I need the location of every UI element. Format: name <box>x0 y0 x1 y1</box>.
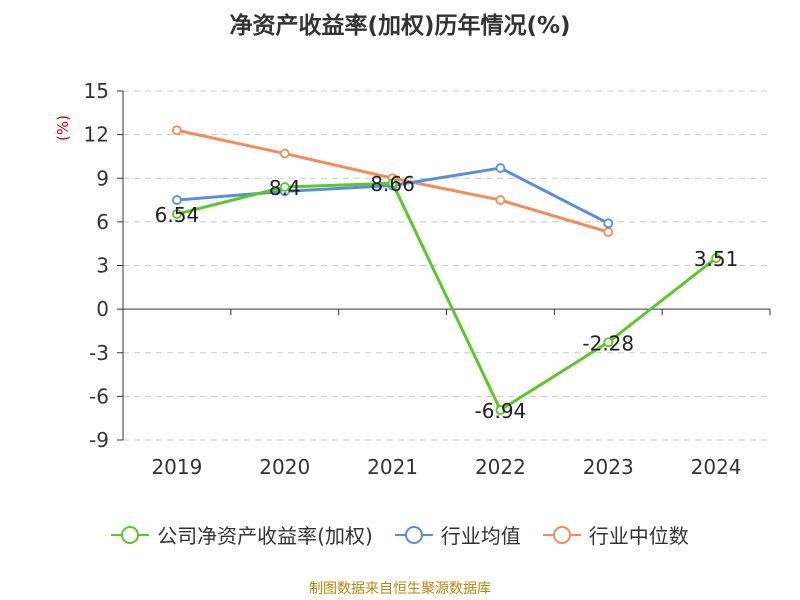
x-tick-label: 2020 <box>259 455 310 479</box>
data-label: 6.54 <box>155 203 200 227</box>
data-label: 3.51 <box>694 247 739 271</box>
x-tick-label: 2021 <box>367 455 418 479</box>
x-tick-label: 2022 <box>475 455 526 479</box>
series-line <box>176 181 718 412</box>
data-point <box>279 182 290 192</box>
data-point <box>495 405 506 415</box>
y-tick-label: 0 <box>96 297 109 321</box>
legend-swatch-icon <box>394 525 433 545</box>
x-tick-label: 2024 <box>691 455 742 479</box>
legend-item[interactable]: 行业均值 <box>394 520 521 549</box>
data-label: -6.94 <box>475 399 527 423</box>
y-tick-label: 9 <box>96 166 109 190</box>
x-tick-label: 2019 <box>151 455 202 479</box>
data-point <box>603 337 614 348</box>
legend-swatch-icon <box>111 525 150 545</box>
data-point <box>172 125 182 136</box>
y-tick-label: 15 <box>84 79 109 103</box>
legend-label: 公司净资产收益率(加权) <box>157 524 373 548</box>
y-axis-label: (%) <box>54 115 72 141</box>
data-label: 8.4 <box>269 176 301 200</box>
legend-label: 行业均值 <box>440 524 521 548</box>
y-tick-label: 3 <box>96 254 109 278</box>
y-tick-label: -9 <box>89 428 109 452</box>
legend-item[interactable]: 公司净资产收益率(加权) <box>111 520 373 549</box>
data-point <box>495 163 506 173</box>
data-point <box>603 227 614 237</box>
source-note: 制图数据来自恒生聚源数据库 <box>309 581 491 597</box>
data-point <box>279 148 290 159</box>
chart-title: 净资产收益率(加权)历年情况(%) <box>229 13 571 39</box>
data-point <box>495 195 506 205</box>
data-point <box>172 195 182 205</box>
data-point <box>387 178 398 189</box>
data-label: -2.28 <box>582 331 634 355</box>
data-point <box>603 218 614 229</box>
y-tick-label: 6 <box>96 210 109 234</box>
legend-label: 行业中位数 <box>588 524 689 548</box>
legend-swatch-icon <box>542 525 581 545</box>
data-point <box>711 253 721 263</box>
data-point <box>172 209 182 219</box>
y-tick-label: 12 <box>84 123 109 147</box>
x-tick-label: 2023 <box>583 455 634 479</box>
legend-item[interactable]: 行业中位数 <box>542 520 689 549</box>
y-tick-label: -3 <box>89 341 109 365</box>
data-label: 8.66 <box>370 172 415 196</box>
legend: 公司净资产收益率(加权) 行业均值 行业中位数 <box>0 520 800 549</box>
y-tick-label: -6 <box>89 384 109 408</box>
